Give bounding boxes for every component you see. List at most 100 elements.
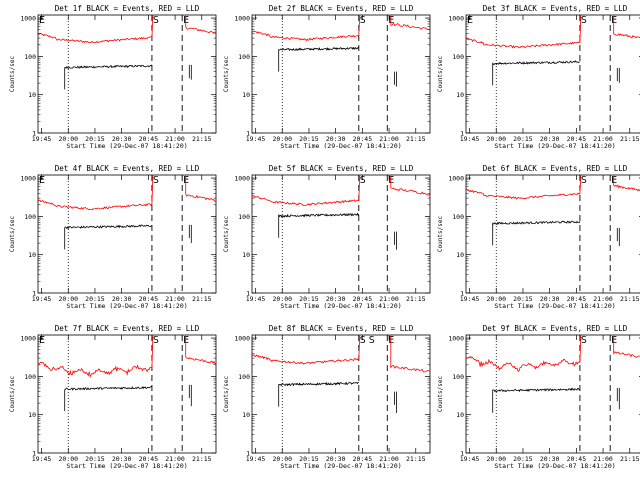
y-tick-label: 1 [246, 130, 250, 138]
x-tick-label: 21:00 [593, 455, 613, 463]
events-series-line [492, 60, 580, 86]
y-tick-label: 100 [24, 53, 36, 61]
y-tick-label: 1000 [448, 15, 464, 23]
x-tick-label: 20:00 [486, 295, 506, 303]
panel-title: Det 9f BLACK = Events, RED = LLD [483, 324, 628, 333]
y-tick-label: 100 [24, 213, 36, 221]
event-marker-E: E [611, 335, 617, 346]
x-tick-label: 21:15 [406, 295, 426, 303]
y-tick-label: 10 [28, 411, 36, 419]
x-tick-label: 21:15 [620, 455, 640, 463]
events-series-line [278, 381, 360, 407]
panel-7: Det 7f BLACK = Events, RED = LLD 1 10 100 10… [9, 324, 217, 470]
lld-post-segment [390, 335, 431, 373]
event-marker-S: S [360, 15, 366, 26]
y-tick-label: 10 [456, 411, 464, 419]
x-tick-label: 19:45 [460, 135, 480, 143]
x-tick-label: 20:30 [540, 135, 560, 143]
y-tick-label: 1 [246, 290, 250, 298]
x-tick-label: 21:15 [406, 455, 426, 463]
events-series-line [492, 387, 581, 413]
y-tick-label: 10 [242, 251, 250, 259]
x-axis-label: Start Time (29-Dec-07 18:41:20) [494, 462, 615, 470]
y-tick-label: 1000 [20, 335, 36, 343]
y-axis-label: Counts/sec [223, 216, 230, 253]
y-tick-label: 100 [452, 53, 464, 61]
event-marker-S: S [581, 335, 587, 346]
y-tick-label: 100 [452, 373, 464, 381]
event-marker-S: S [360, 175, 366, 186]
lld-series-line [465, 37, 580, 49]
lld-spike [151, 335, 154, 369]
x-tick-label: 21:15 [192, 455, 212, 463]
lld-series-line [465, 356, 581, 373]
lld-series-line [251, 354, 359, 365]
x-tick-label: 21:00 [593, 295, 613, 303]
x-tick-label: 20:15 [85, 455, 105, 463]
y-tick-label: 1000 [448, 335, 464, 343]
y-tick-label: 1000 [20, 15, 36, 23]
lld-series-line [37, 361, 152, 378]
y-axis-label: Counts/sec [437, 56, 444, 93]
y-axis-label: Counts/sec [9, 216, 16, 253]
lld-post-segment [613, 335, 640, 358]
y-axis-label: Counts/sec [437, 376, 444, 413]
event-marker-E: E [39, 175, 45, 186]
x-tick-label: 20:30 [326, 135, 346, 143]
event-marker-E: E [388, 15, 394, 26]
y-tick-label: 1 [460, 450, 464, 458]
x-tick-label: 20:45 [353, 135, 373, 143]
x-tick-label: 20:15 [85, 295, 105, 303]
x-tick-label: 20:45 [139, 295, 159, 303]
x-axis-label: Start Time (29-Dec-07 18:41:20) [280, 142, 401, 150]
lld-series-line [465, 188, 581, 200]
events-series-line [64, 64, 153, 90]
x-tick-label: 20:00 [486, 135, 506, 143]
y-tick-label: 1000 [20, 175, 36, 183]
lld-spike [579, 335, 582, 363]
panel-1: Det 1f BLACK = Events, RED = LLD 1 10 100 10… [9, 4, 217, 150]
x-tick-label: 20:45 [353, 295, 373, 303]
x-tick-label: 19:45 [246, 455, 266, 463]
x-tick-label: 20:00 [486, 455, 506, 463]
panel-title: Det 3f BLACK = Events, RED = LLD [483, 4, 628, 13]
y-tick-label: 100 [238, 373, 250, 381]
event-marker-E: E [388, 175, 394, 186]
panel-8: Det 8f BLACK = Events, RED = LLD 1 10 100 10… [223, 324, 431, 470]
x-tick-label: 20:15 [513, 135, 533, 143]
lld-series-line [251, 30, 359, 42]
events-series-line [492, 220, 581, 246]
event-marker-E: E [183, 335, 189, 346]
x-tick-label: 20:45 [567, 135, 587, 143]
x-tick-label: 21:00 [165, 135, 185, 143]
y-tick-label: 1 [460, 290, 464, 298]
x-tick-label: 20:15 [85, 135, 105, 143]
x-axis-label: Start Time (29-Dec-07 18:41:20) [494, 302, 615, 310]
plot-frame [465, 174, 640, 294]
lld-spike [358, 335, 361, 360]
x-axis-label: Start Time (29-Dec-07 18:41:20) [494, 142, 615, 150]
x-tick-label: 20:00 [58, 295, 78, 303]
x-tick-label: 20:30 [326, 295, 346, 303]
lld-spike [579, 15, 582, 44]
event-marker-E: E [39, 15, 45, 26]
y-tick-label: 1 [32, 450, 36, 458]
x-tick-label: 20:30 [326, 455, 346, 463]
event-marker-S: S [581, 175, 587, 186]
y-axis-label: Counts/sec [9, 56, 16, 93]
y-tick-label: 1000 [234, 15, 250, 23]
x-tick-label: 19:45 [246, 295, 266, 303]
x-tick-label: 20:30 [112, 295, 132, 303]
panel-9: Det 9f BLACK = Events, RED = LLD 1 10 100 10… [437, 324, 640, 470]
events-series-line [64, 224, 153, 250]
x-tick-label: 20:45 [139, 135, 159, 143]
lld-spike [358, 15, 361, 36]
x-axis-label: Start Time (29-Dec-07 18:41:20) [280, 302, 401, 310]
panel-5: Det 5f BLACK = Events, RED = LLD 1 10 100 10… [223, 164, 431, 310]
lld-post-segment [613, 175, 640, 192]
x-tick-label: 21:00 [165, 295, 185, 303]
y-tick-label: 1000 [448, 175, 464, 183]
lld-post-segment [390, 175, 431, 196]
x-tick-label: 20:30 [540, 455, 560, 463]
